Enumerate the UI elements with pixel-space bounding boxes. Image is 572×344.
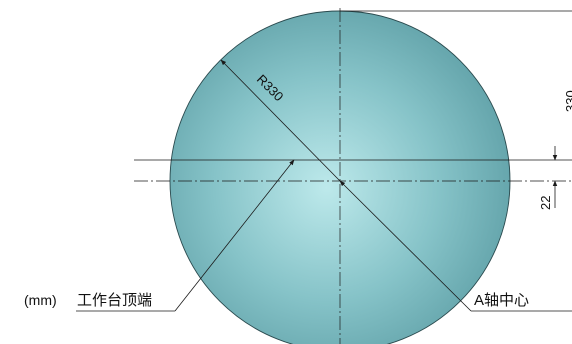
a-axis-leader-diagonal — [339, 180, 472, 312]
table-top-label: 工作台顶端 — [77, 292, 152, 309]
unit-label: (mm) — [24, 292, 57, 308]
radius-dimension-line — [220, 59, 341, 182]
offset-dim-label: 22 — [538, 196, 553, 210]
table-top-leader-diagonal — [174, 159, 295, 312]
a-axis-center-label: A轴中心 — [474, 292, 529, 309]
vertical-dim-label: 330 — [563, 90, 572, 112]
